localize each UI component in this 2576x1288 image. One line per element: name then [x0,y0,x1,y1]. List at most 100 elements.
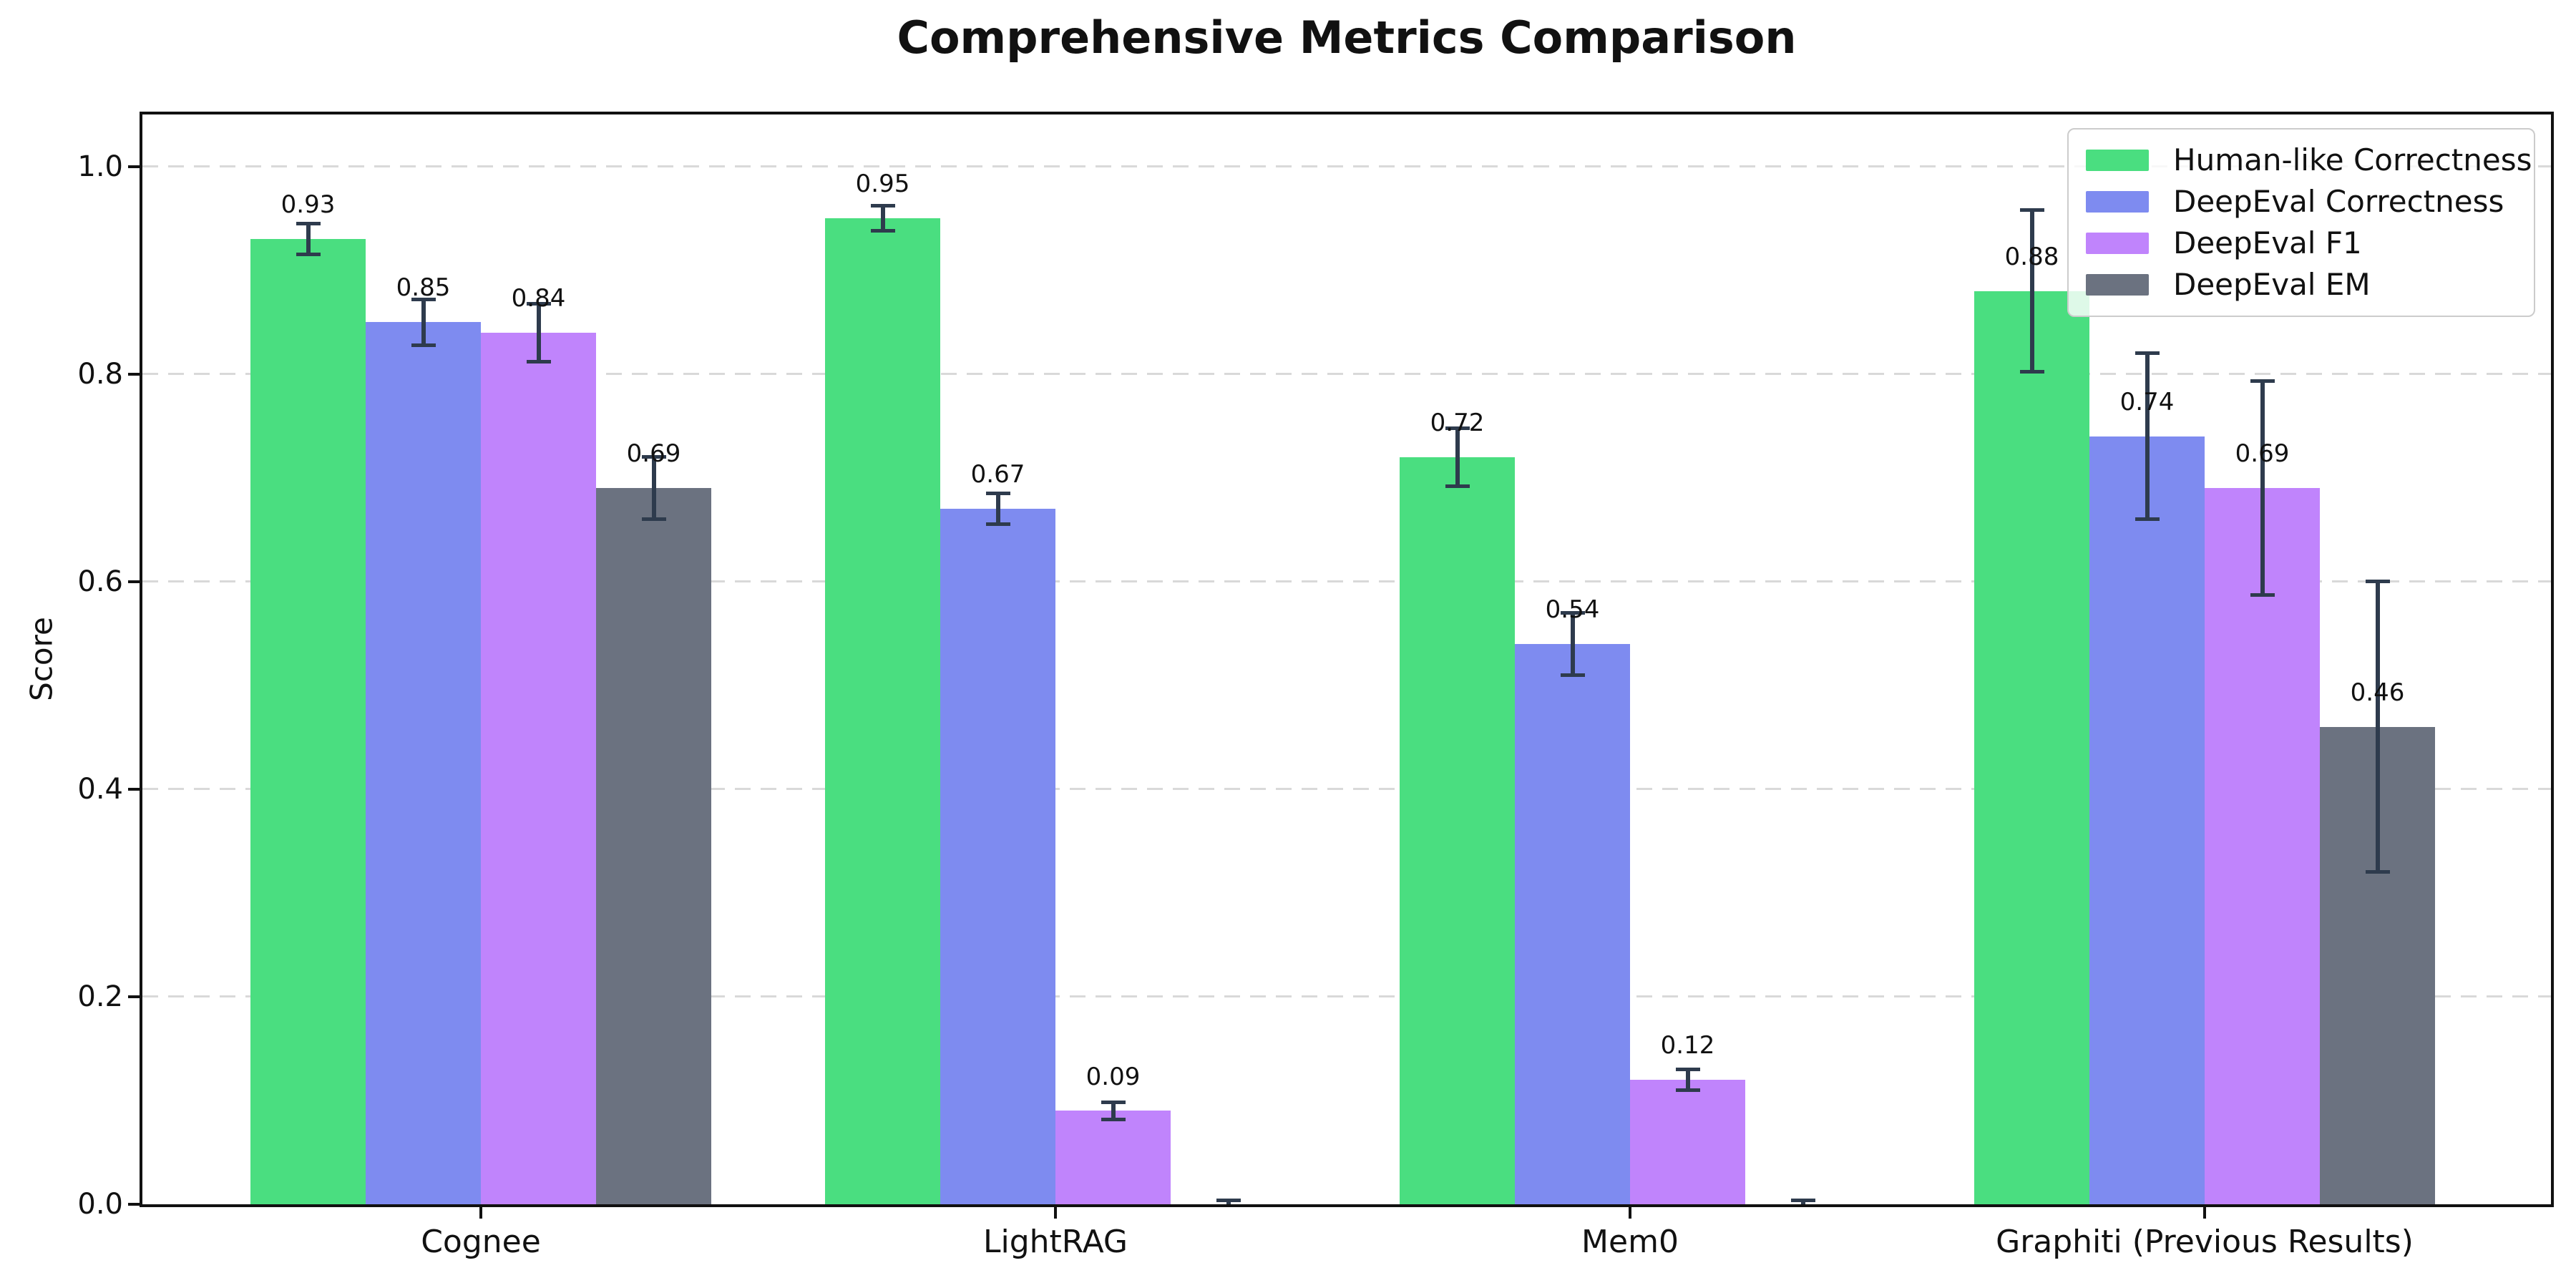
bar-value-label-deepeval-correctness-mem0: 0.54 [1545,595,1600,625]
bar-deepeval-f1-graphiti-previous-results [2205,488,2320,1204]
y-tick-label-1.0: 1.0 [77,150,123,183]
error-bar-deepeval-correctness-lightrag [995,493,1000,525]
legend-item-deepeval-f1: DeepEval F1 [2086,228,2517,258]
error-cap-top-deepeval-correctness-graphiti-previous-results [2135,351,2160,356]
bar-value-label-deepeval-correctness-lightrag: 0.67 [970,460,1025,489]
error-cap-top-deepeval-correctness-mem0 [1560,610,1585,615]
x-tick-mark-lightrag [1054,1207,1057,1219]
error-cap-top-deepeval-f1-graphiti-previous-results [2250,379,2275,384]
error-bar-deepeval-correctness-cognee [421,299,426,346]
error-cap-top-deepeval-em-mem0 [1790,1198,1815,1202]
axis-spine-top [140,112,2554,114]
legend-swatch-deepeval-f1 [2086,233,2149,254]
error-bar-deepeval-f1-cognee [536,303,541,362]
x-tick-label-cognee: Cognee [421,1224,541,1260]
error-bar-deepeval-em-lightrag [1226,1200,1231,1204]
y-tick-label-0.2: 0.2 [77,980,123,1013]
axis-spine-left [140,112,142,1207]
bar-value-label-human-like-correctness-mem0: 0.72 [1430,408,1485,437]
y-axis-label: Score [24,617,59,701]
error-bar-deepeval-f1-graphiti-previous-results [2260,381,2265,595]
error-bar-deepeval-em-mem0 [1800,1200,1805,1204]
error-cap-bottom-human-like-correctness-graphiti-previous-results [2019,370,2044,374]
error-bar-human-like-correctness-mem0 [1455,428,1460,487]
legend-label-deepeval-correctness: DeepEval Correctness [2173,184,2504,219]
bar-deepeval-correctness-lightrag [940,509,1055,1204]
error-cap-top-deepeval-em-graphiti-previous-results [2365,580,2390,584]
error-cap-bottom-deepeval-correctness-cognee [411,343,436,347]
y-tick-mark-0.2 [128,995,142,998]
gridline-0.6 [142,580,2551,583]
error-bar-deepeval-f1-lightrag [1111,1102,1116,1120]
y-tick-mark-0.6 [128,580,142,583]
x-tick-label-graphiti-previous-results: Graphiti (Previous Results) [1996,1224,2414,1260]
legend-swatch-deepeval-correctness [2086,191,2149,213]
error-bar-human-like-correctness-lightrag [880,205,885,231]
error-cap-top-deepeval-em-cognee [641,455,666,459]
legend-item-deepeval-em: DeepEval EM [2086,270,2517,300]
error-cap-bottom-deepeval-f1-cognee [526,359,551,364]
error-bar-human-like-correctness-cognee [306,223,311,255]
error-cap-bottom-deepeval-f1-mem0 [1675,1088,1700,1092]
bar-value-label-deepeval-f1-mem0: 0.12 [1660,1031,1715,1060]
legend-swatch-deepeval-em [2086,274,2149,296]
bar-human-like-correctness-graphiti-previous-results [1974,291,2089,1204]
error-bar-deepeval-em-graphiti-previous-results [2375,581,2380,872]
x-tick-label-mem0: Mem0 [1581,1224,1679,1260]
error-cap-bottom-deepeval-f1-lightrag [1101,1117,1126,1121]
gridline-1.0 [142,165,2551,168]
bar-value-label-deepeval-f1-cognee: 0.84 [511,283,566,313]
bar-deepeval-correctness-graphiti-previous-results [2089,436,2205,1204]
bar-deepeval-f1-cognee [481,332,596,1204]
error-cap-top-human-like-correctness-graphiti-previous-results [2019,208,2044,212]
gridline-0.4 [142,788,2551,791]
error-cap-top-deepeval-correctness-lightrag [985,491,1010,495]
error-bar-deepeval-f1-mem0 [1685,1069,1690,1091]
error-cap-bottom-deepeval-correctness-lightrag [985,522,1010,527]
bar-value-label-deepeval-em-cognee: 0.69 [626,439,681,469]
bar-value-label-deepeval-correctness-cognee: 0.85 [396,273,451,303]
legend-item-human-like-correctness: Human-like Correctness [2086,145,2532,175]
error-cap-top-deepeval-em-lightrag [1216,1198,1241,1202]
bar-human-like-correctness-lightrag [825,218,940,1204]
bar-value-label-deepeval-f1-lightrag: 0.09 [1085,1062,1141,1091]
bar-value-label-human-like-correctness-lightrag: 0.95 [855,170,910,199]
error-bar-deepeval-em-cognee [651,457,656,519]
bar-deepeval-f1-mem0 [1630,1079,1745,1204]
error-cap-top-human-like-correctness-cognee [296,221,321,225]
y-tick-label-0.0: 0.0 [77,1188,123,1221]
bar-deepeval-correctness-mem0 [1515,643,1630,1204]
error-cap-top-human-like-correctness-lightrag [870,204,895,208]
error-cap-top-deepeval-correctness-cognee [411,297,436,301]
bar-value-label-deepeval-f1-graphiti-previous-results: 0.69 [2235,439,2290,469]
bar-deepeval-correctness-cognee [366,322,481,1204]
axis-spine-bottom [140,1204,2554,1207]
bar-human-like-correctness-mem0 [1400,457,1515,1204]
bar-human-like-correctness-cognee [250,239,366,1204]
chart-title: Comprehensive Metrics Comparison [897,11,1797,64]
error-cap-top-human-like-correctness-mem0 [1445,426,1470,430]
error-bar-human-like-correctness-graphiti-previous-results [2029,210,2034,372]
error-cap-bottom-human-like-correctness-cognee [296,253,321,257]
error-cap-bottom-human-like-correctness-mem0 [1445,484,1470,488]
error-cap-bottom-human-like-correctness-lightrag [870,228,895,233]
x-tick-label-lightrag: LightRAG [982,1224,1128,1260]
legend-label-deepeval-f1: DeepEval F1 [2173,225,2362,260]
legend: Human-like Correctness DeepEval Correctne… [2067,128,2535,317]
y-tick-label-0.6: 0.6 [77,565,123,598]
y-tick-mark-1.0 [128,165,142,168]
legend-swatch-human-like-correctness [2086,150,2149,171]
y-tick-mark-0.4 [128,787,142,791]
error-cap-bottom-deepeval-correctness-graphiti-previous-results [2135,517,2160,522]
y-tick-label-0.4: 0.4 [77,772,123,806]
legend-label-human-like-correctness: Human-like Correctness [2173,142,2532,177]
gridline-0.2 [142,995,2551,998]
error-cap-bottom-deepeval-correctness-mem0 [1560,673,1585,677]
gridline-0.8 [142,373,2551,376]
error-cap-bottom-deepeval-em-graphiti-previous-results [2365,870,2390,874]
bar-value-label-deepeval-em-graphiti-previous-results: 0.46 [2350,678,2405,708]
bar-value-label-deepeval-correctness-graphiti-previous-results: 0.74 [2119,387,2175,416]
error-cap-bottom-deepeval-f1-graphiti-previous-results [2250,593,2275,597]
plot-area: 0.93 0.95 0.72 0.88 0.85 0.67 0.54 0.74 0.84 0.09… [142,114,2551,1204]
